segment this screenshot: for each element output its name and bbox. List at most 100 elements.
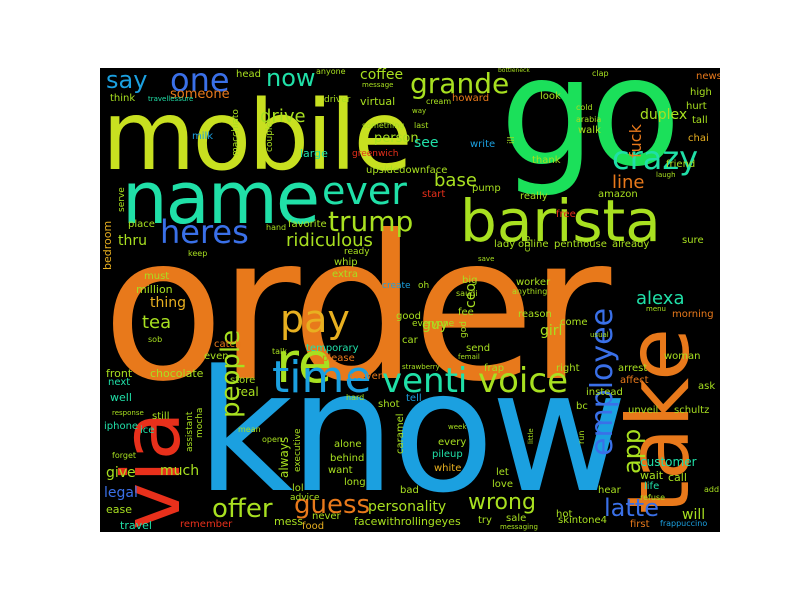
word-instead: instead [586,387,623,398]
word-oh: oh [418,281,430,291]
word-right: right [556,363,580,374]
word-serve: serve [117,187,127,212]
word-run: run [577,430,586,444]
word-woman: woman [664,351,701,362]
word-customer: customer [640,455,697,469]
word-anything: anything [512,287,548,296]
word-femail: femail [458,353,480,361]
word-whip: whip [334,257,358,268]
word-grande: grande [410,68,510,100]
word-ever: ever [322,169,407,213]
word-reason: reason [518,309,552,320]
word-person: person [374,131,419,146]
word-sale: sale [506,513,527,524]
word-everyone: everyone [412,319,455,329]
word-lol: lol [292,483,304,494]
word-sob: sob [148,335,163,344]
word-amazon: amazon [598,189,638,200]
word-facewithrollingeyes: facewithrollingeyes [354,515,461,528]
word-mess: mess [274,515,303,528]
word-let: let [496,467,509,478]
word-bc: bc [576,401,588,412]
word-thing: thing [150,295,187,311]
word-even: even [204,351,229,362]
word-ceo: ceo [463,283,479,308]
word-love: love [492,479,513,490]
word-shot: shot [378,399,400,410]
word-virtual: virtual [360,95,396,108]
word-heres: heres [160,213,249,251]
word-always: always [277,436,291,478]
word-tall: tall [692,115,708,126]
word-tell: tell [406,393,422,404]
word-base: base [434,170,477,191]
word-bottleneck: bottleneck [498,68,530,74]
word-macchiato: macchiato [231,109,241,156]
word-now: now [266,68,316,92]
word-hot: hot [556,509,573,520]
word-coffee: coffee [360,68,404,83]
word-thru: thru [118,233,147,249]
word-worker: worker [516,277,551,288]
word-go: go [500,68,681,200]
word-million: million [136,283,173,296]
word-someone: someone [170,87,230,102]
word-assistant: assistant [185,411,195,452]
word-place: place [128,219,155,230]
word-chocolate: chocolate [150,367,204,380]
word-long: long [344,477,366,488]
word-ask: ask [698,381,716,392]
word-next: next [108,377,131,388]
word-online: online [518,239,549,250]
word-store: store [230,375,256,386]
word-iphone: iphone [104,421,139,432]
word-front: front [106,367,133,380]
word-ease: ease [106,503,133,516]
word-offer: offer [212,494,273,524]
word-news: news [696,71,720,82]
word-alexa: alexa [636,288,685,309]
word-travel: travel [120,519,152,532]
word-anyone: anyone [316,68,346,76]
word-god: god [459,321,469,338]
word-give: give [106,465,136,481]
word-first: first [630,519,650,530]
word-add: add [704,485,720,494]
word-well: well [110,391,132,404]
word-couple: couple [265,122,275,152]
word-skintone4: skintone4 [558,515,608,526]
word-voice: voice [478,361,568,401]
word-travellessure: travellessure [148,95,194,103]
word-latte: latte [604,494,659,522]
word-lady: lady [494,239,516,250]
word-strawberry: strawberry [402,363,440,371]
word-open: open [262,435,282,444]
word-wait: wait [640,469,664,482]
word-already: already [612,239,650,250]
word-time: time [272,352,372,403]
word-ready: ready [344,247,370,257]
word-extra: extra [332,269,359,280]
word-upsidedownface: upsidedownface [366,165,448,176]
word-duplex: duplex [640,107,688,123]
word-mocha: mocha [195,407,205,438]
word-never: never [312,511,341,522]
word-forget: forget [112,451,136,460]
word-frappuccino: frappuccino [660,519,708,528]
word-ill: ill [507,136,517,144]
word-come: come [560,317,588,328]
word-think: think [110,93,136,104]
word-favorite: favorite [288,219,327,230]
word-sure: sure [682,235,704,246]
word-cream: cream [426,97,452,106]
word-driver: driver [324,95,351,105]
word-food: food [302,521,325,532]
word-hand: hand [266,223,287,232]
word-fuck: fuck [626,124,645,158]
word-say: say [106,68,148,94]
word-name: name [122,156,320,240]
word-hard: hard [346,393,365,402]
word-car: car [402,335,418,346]
word-please: please [322,353,355,364]
word-remember: remember [180,519,233,530]
